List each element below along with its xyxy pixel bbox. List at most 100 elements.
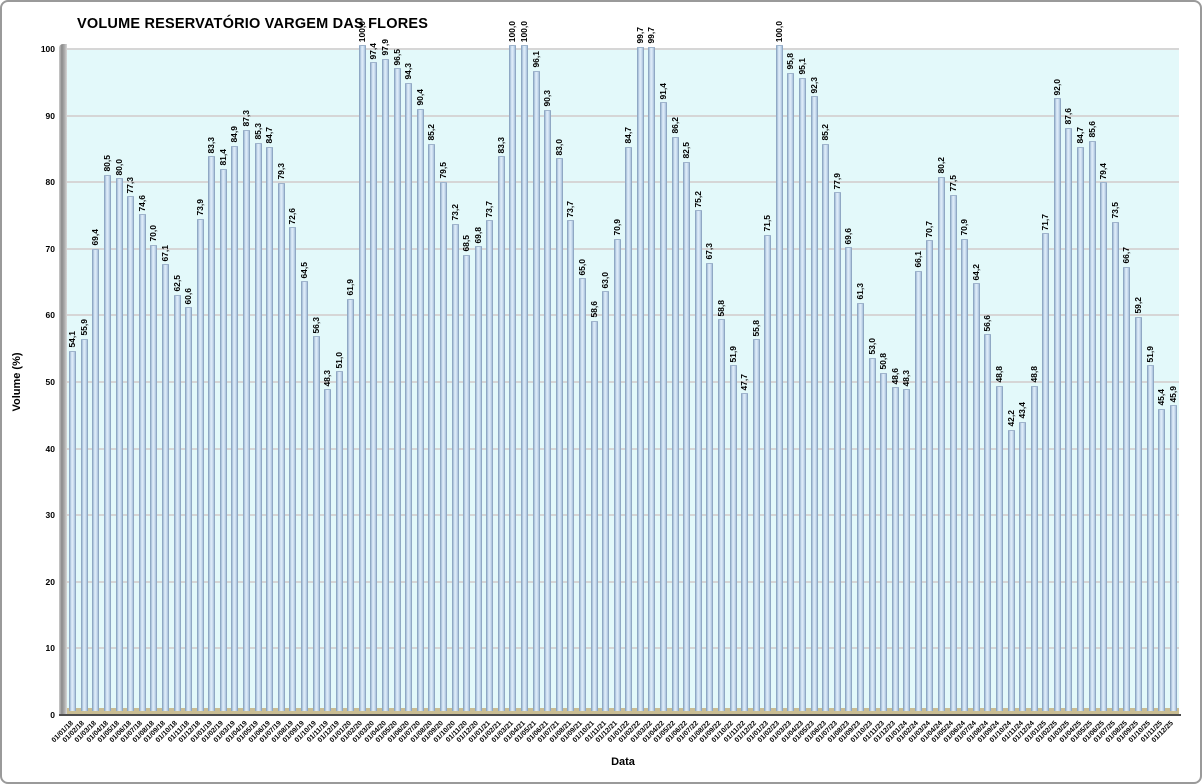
bar-value-label: 48,8 bbox=[993, 366, 1004, 383]
bar bbox=[764, 234, 772, 711]
bar-value-label: 84,7 bbox=[264, 127, 275, 144]
bar bbox=[69, 350, 77, 711]
bar-value-label: 92,3 bbox=[808, 76, 819, 94]
bar-value-label: 84,7 bbox=[1075, 127, 1086, 144]
plot-left-wall-3d bbox=[59, 44, 67, 716]
bar bbox=[775, 45, 783, 711]
bar bbox=[115, 178, 123, 711]
bar-value-label: 48,3 bbox=[322, 369, 333, 387]
gridline-60 bbox=[67, 314, 1179, 317]
bar-value-label: 61,9 bbox=[345, 279, 356, 296]
bar bbox=[903, 389, 911, 711]
bar-value-label: 96,1 bbox=[530, 51, 541, 68]
bar bbox=[1100, 182, 1108, 711]
bar-value-label: 65,0 bbox=[576, 258, 587, 276]
bar bbox=[613, 238, 621, 711]
bar-value-label: 79,3 bbox=[275, 163, 286, 180]
y-tick-label: 50 bbox=[45, 377, 55, 387]
bar bbox=[602, 291, 610, 711]
bar-value-label: 73,5 bbox=[1109, 201, 1120, 219]
bar bbox=[173, 294, 181, 711]
bar-value-label: 69,4 bbox=[90, 229, 101, 246]
bar bbox=[856, 302, 864, 711]
chart-title: VOLUME RESERVATÓRIO VARGEM DAS FLORES bbox=[77, 16, 429, 32]
bar bbox=[382, 59, 390, 711]
bar-value-label: 48,6 bbox=[889, 367, 900, 385]
bar-value-label: 71,5 bbox=[762, 215, 773, 232]
bar-value-label: 45,9 bbox=[1167, 385, 1178, 403]
bar bbox=[972, 283, 980, 711]
bar-value-label: 56,3 bbox=[310, 316, 321, 334]
bar bbox=[208, 156, 216, 711]
bar-value-label: 50,8 bbox=[878, 353, 889, 370]
bar-value-label: 94,3 bbox=[403, 63, 414, 80]
bar bbox=[961, 238, 969, 711]
bar bbox=[1123, 266, 1131, 711]
bar bbox=[451, 223, 459, 711]
bar bbox=[370, 62, 378, 711]
bar-value-label: 67,3 bbox=[704, 243, 715, 260]
bar bbox=[289, 227, 297, 711]
bar-value-label: 75,2 bbox=[692, 190, 703, 208]
bar bbox=[532, 70, 540, 711]
bar bbox=[474, 246, 482, 711]
bar bbox=[625, 146, 633, 711]
bar bbox=[741, 393, 749, 711]
bar bbox=[938, 176, 946, 711]
y-tick-label: 100 bbox=[40, 44, 55, 54]
gridline-50 bbox=[67, 381, 1179, 383]
bar-value-label: 70,9 bbox=[611, 219, 622, 236]
bar bbox=[880, 372, 888, 711]
bar bbox=[521, 45, 529, 711]
bar bbox=[683, 161, 691, 711]
bar bbox=[752, 339, 760, 711]
bar bbox=[324, 389, 332, 711]
bar-value-label: 77,9 bbox=[831, 172, 842, 190]
bar bbox=[729, 365, 737, 711]
gridline-80 bbox=[67, 181, 1179, 184]
bar bbox=[833, 192, 841, 711]
bar-value-label: 87,3 bbox=[241, 110, 252, 127]
y-tick-label: 60 bbox=[45, 310, 55, 321]
bar bbox=[822, 143, 830, 711]
bar bbox=[1019, 421, 1027, 711]
bar bbox=[845, 247, 853, 711]
bar bbox=[706, 262, 714, 711]
y-tick-label: 80 bbox=[45, 177, 55, 188]
bar-value-label: 85,6 bbox=[1086, 121, 1097, 138]
bar-value-label: 60,6 bbox=[183, 287, 194, 305]
x-axis-line bbox=[59, 714, 1181, 716]
y-tick-label: 70 bbox=[45, 243, 55, 254]
y-tick-label: 10 bbox=[45, 643, 55, 654]
bar bbox=[949, 194, 957, 711]
bar-value-label: 80,0 bbox=[113, 158, 124, 176]
bar bbox=[127, 196, 135, 711]
bar bbox=[1065, 127, 1073, 711]
bar-value-label: 79,4 bbox=[1098, 162, 1109, 180]
bar bbox=[1007, 429, 1015, 711]
bar bbox=[1042, 233, 1050, 711]
bar-value-label: 70,7 bbox=[924, 220, 935, 238]
bar-value-label: 100,0 bbox=[519, 20, 530, 42]
bar-value-label: 84,9 bbox=[229, 126, 240, 143]
bar bbox=[1146, 365, 1154, 711]
bar bbox=[92, 248, 100, 711]
bar-value-label: 74,6 bbox=[136, 194, 147, 212]
bar-value-label: 97,9 bbox=[380, 39, 391, 56]
y-tick-label: 40 bbox=[45, 443, 55, 454]
bar bbox=[277, 182, 285, 711]
bar-value-label: 96,5 bbox=[391, 48, 402, 66]
bar-value-label: 80,5 bbox=[102, 155, 113, 172]
plot-floor-3d bbox=[67, 708, 1179, 715]
bar-value-label: 72,6 bbox=[287, 207, 298, 225]
bar-value-label: 70,9 bbox=[959, 219, 970, 236]
bar bbox=[1077, 146, 1085, 711]
bar bbox=[868, 358, 876, 711]
gridline-100 bbox=[67, 48, 1179, 50]
bar bbox=[486, 220, 494, 711]
bar bbox=[914, 270, 922, 711]
bar-value-label: 83,0 bbox=[553, 138, 564, 156]
bar bbox=[300, 281, 308, 711]
bar-value-label: 90,4 bbox=[414, 89, 425, 106]
